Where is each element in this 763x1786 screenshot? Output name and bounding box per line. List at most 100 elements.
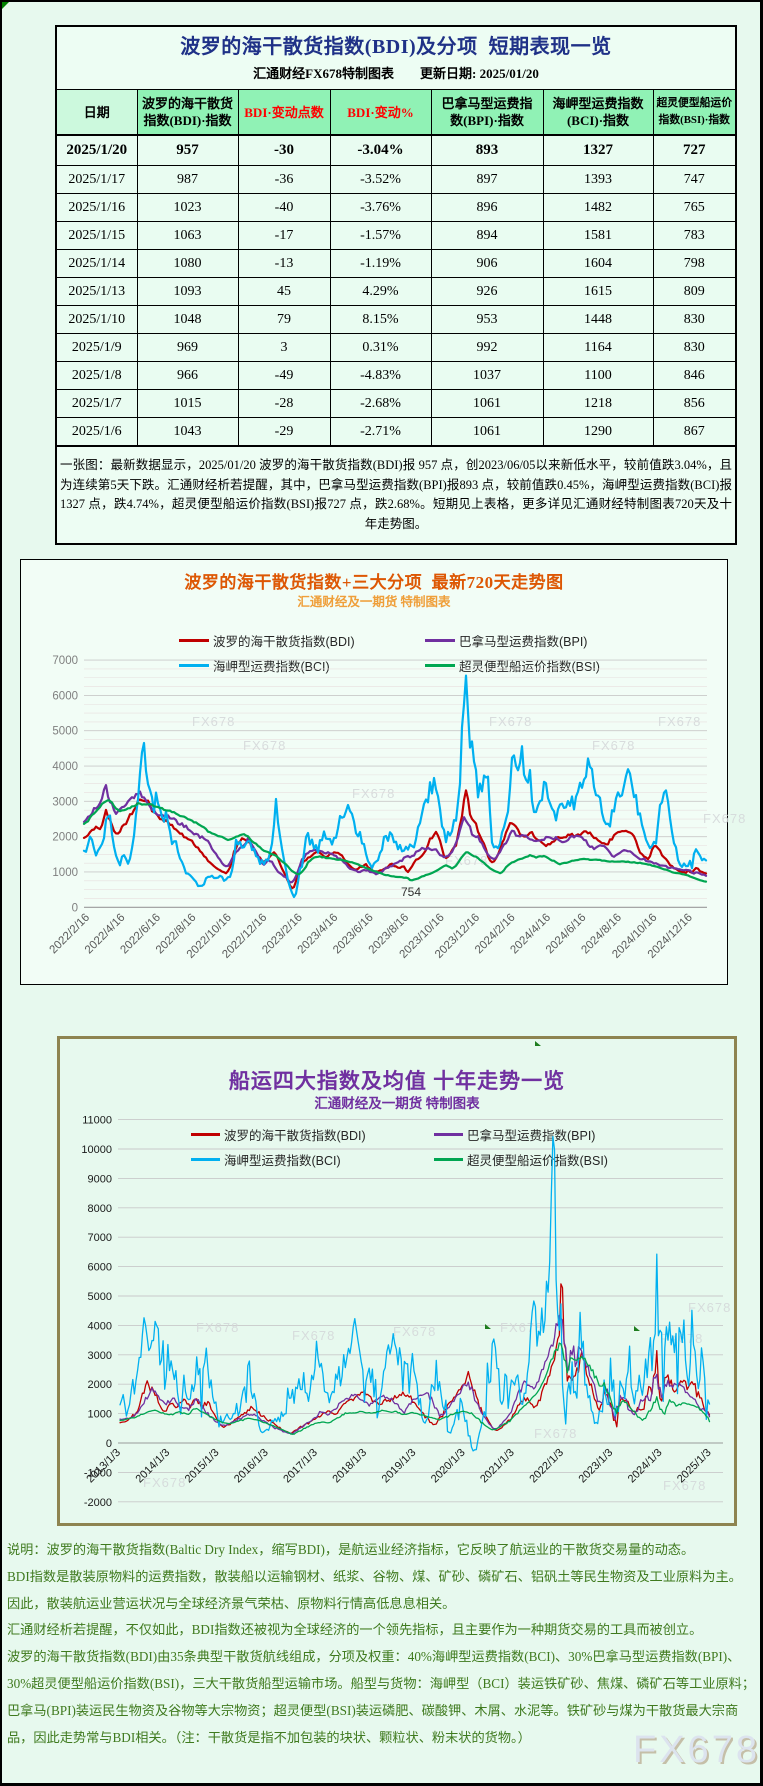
table-cell: 1604 [542, 249, 654, 278]
legend-swatch [179, 638, 209, 643]
table-header-row: 日期 波罗的海干散货指数(BDI)·指数 BDI·变动点数 BDI·变动% 巴拿马型运费… [57, 90, 735, 136]
legend-item: 巴拿马型运费指数(BPI) [425, 631, 588, 649]
table-row: 2025/1/20 957 -30 -3.04% 893 1327 727 [57, 134, 735, 166]
y-axis-label: -1000 [84, 1467, 112, 1479]
y-axis-label: 6000 [52, 690, 78, 702]
table-cell: 966 [136, 361, 239, 390]
legend-swatch [434, 1158, 463, 1161]
green-marker-icon [535, 1041, 541, 1046]
legend-item: 海岬型运费指数(BCI) [191, 1150, 341, 1168]
table-cell: -17 [237, 221, 331, 250]
y-axis-label: 6000 [88, 1262, 112, 1274]
table-row: 2025/1/13 1093 45 4.29% 926 1615 809 [57, 277, 735, 306]
footer-paragraph: BDI指数是散装原物料的运费指数，散装船以运输钢材、纸浆、谷物、煤、矿砂、磷矿石… [7, 1568, 742, 1584]
table-row: 2025/1/14 1080 -13 -1.19% 906 1604 798 [57, 249, 735, 278]
footer-paragraph: 汇通财经析若提醒，不仅如此，BDI指数还被视为全球经济的一个领先指标，且主要作为… [7, 1622, 703, 1638]
footer-notes: 说明：波罗的海干散货指数(Baltic Dry Index，缩写BDI)，是航运… [7, 1537, 757, 1751]
table-cell: 1393 [542, 165, 654, 194]
legend-label: 波罗的海干散货指数(BDI) [224, 1129, 366, 1143]
table-source: 汇通财经FX678特制图表 [253, 66, 395, 81]
legend-swatch [434, 1133, 463, 1136]
legend-swatch [179, 663, 209, 668]
series-line [119, 1283, 711, 1435]
y-axis-label: 2000 [88, 1379, 112, 1391]
fx678-watermark: FX678 [633, 1729, 760, 1771]
legend-item: 海岬型运费指数(BCI) [179, 656, 330, 674]
table-cell: 896 [430, 193, 544, 222]
legend-item: 超灵便型船运价指数(BSI) [425, 656, 600, 674]
table-row: 2025/1/7 1015 -28 -2.68% 1061 1218 856 [57, 389, 735, 418]
table-cell: -2.71% [329, 417, 432, 446]
table-cell: 727 [652, 134, 735, 166]
table-cell: 45 [237, 277, 331, 306]
table-cell: 2025/1/16 [57, 193, 138, 222]
table-cell: 992 [430, 333, 544, 362]
table-cell: 830 [652, 305, 735, 334]
table-cell: 1061 [430, 389, 544, 418]
x-axis-label: 2020/1/3 [429, 1447, 468, 1486]
column-header: 日期 [57, 90, 138, 136]
table-cell: -49 [237, 361, 331, 390]
y-axis-label: 4000 [52, 761, 78, 773]
table-cell: 2025/1/20 [57, 134, 138, 166]
chart-10year: 船运四大指数及均值 十年走势一览 汇通财经及一期货 特制图表 波罗的海干散货指数… [57, 1036, 737, 1526]
table-cell: 1448 [542, 305, 654, 334]
column-header: BDI·变动点数 [237, 90, 331, 136]
legend-item: 波罗的海干散货指数(BDI) [191, 1125, 366, 1143]
table-title-bar: 波罗的海干散货指数(BDI)及分项 短期表现一览 汇通财经FX678特制图表 更新… [57, 27, 735, 90]
fx678-watermark: FX678 [534, 1426, 577, 1441]
table-row: 2025/1/10 1048 79 8.15% 953 1448 830 [57, 305, 735, 334]
column-header: 波罗的海干散货指数(BDI)·指数 [136, 90, 239, 136]
table-cell: 1061 [430, 417, 544, 446]
column-header: 巴拿马型运费指数(BPI)·指数 [430, 90, 544, 136]
table-row: 2025/1/8 966 -49 -4.83% 1037 1100 846 [57, 361, 735, 390]
x-axis-label: 2016/1/3 [232, 1447, 271, 1486]
table-cell: 8.15% [329, 305, 432, 334]
fx678-watermark: FX678 [243, 738, 286, 753]
legend-label: 波罗的海干散货指数(BDI) [213, 635, 355, 649]
table-cell: 1037 [430, 361, 544, 390]
x-axis-label: 2017/1/3 [281, 1447, 320, 1486]
y-axis-label: 4000 [88, 1320, 112, 1332]
legend-label: 巴拿马型运费指数(BPI) [467, 1129, 596, 1143]
chart-10year-title: 船运四大指数及均值 十年走势一览 [228, 1069, 566, 1093]
legend-swatch [425, 638, 455, 643]
fx678-watermark: FX678 [393, 1324, 436, 1339]
column-header: 超灵便型船运价指数(BSI)·指数 [652, 90, 735, 136]
y-axis-label: 0 [72, 902, 78, 914]
table-cell: 2025/1/9 [57, 333, 138, 362]
table-cell: 1080 [136, 249, 239, 278]
footer-paragraph: 说明：波罗的海干散货指数(Baltic Dry Index，缩写BDI)，是航运… [7, 1542, 695, 1557]
table-cell: -2.68% [329, 389, 432, 418]
chart-720day-title: 波罗的海干散货指数+三大分项 最新720天走势图 [184, 573, 564, 592]
table-cell: 894 [430, 221, 544, 250]
table-cell: -40 [237, 193, 331, 222]
table-cell: -36 [237, 165, 331, 194]
y-axis-label: -2000 [84, 1497, 112, 1509]
table-cell: -3.04% [329, 134, 432, 166]
bdi-short-term-table: 波罗的海干散货指数(BDI)及分项 短期表现一览 汇通财经FX678特制图表 更新… [55, 25, 737, 545]
y-axis-label: 2000 [52, 832, 78, 844]
series-line [119, 1342, 711, 1435]
table-cell: 987 [136, 165, 239, 194]
table-cell: 765 [652, 193, 735, 222]
legend-swatch [191, 1158, 220, 1161]
y-axis-label: 5000 [52, 726, 78, 738]
y-axis-label: 1000 [52, 867, 78, 879]
fx678-watermark: FX678 [143, 1475, 186, 1490]
green-marker-icon [634, 1326, 640, 1331]
table-cell: 783 [652, 221, 735, 250]
table-cell: 2025/1/8 [57, 361, 138, 390]
legend-label: 超灵便型船运价指数(BSI) [459, 660, 600, 674]
table-cell: 1218 [542, 389, 654, 418]
legend-label: 巴拿马型运费指数(BPI) [459, 635, 588, 649]
table-cell: 926 [430, 277, 544, 306]
table-title: 波罗的海干散货指数(BDI)及分项 短期表现一览 [180, 36, 612, 58]
y-axis-label: 11000 [82, 1115, 112, 1127]
x-axis-label: 2013/1/3 [84, 1447, 123, 1486]
x-axis-label: 2024/1/3 [626, 1447, 665, 1486]
fx678-watermark: FX678 [658, 714, 701, 729]
table-cell: 846 [652, 361, 735, 390]
x-axis-label: 2019/1/3 [380, 1447, 419, 1486]
